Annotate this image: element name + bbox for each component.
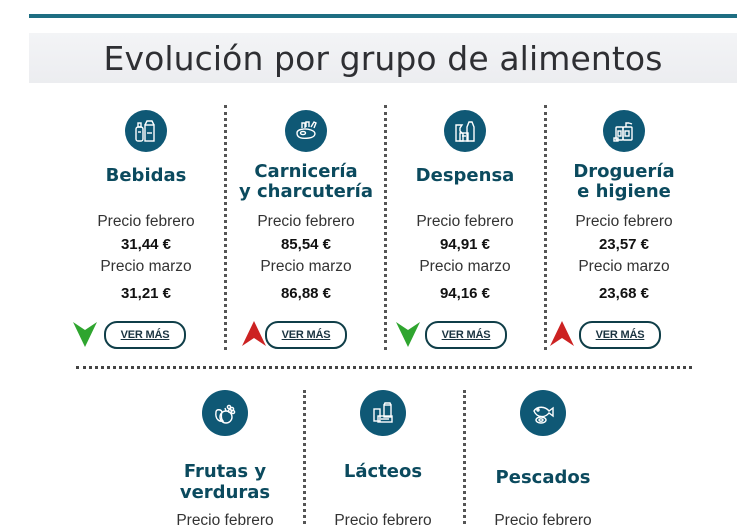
label-price-feb: Precio febrero	[575, 213, 673, 230]
divider	[463, 390, 466, 524]
category-name: Pescados	[495, 467, 591, 488]
toiletries-icon	[603, 110, 645, 152]
price-feb: 31,44 €	[120, 236, 172, 253]
category-name: Despensa	[415, 165, 515, 186]
price-feb: 94,91 €	[439, 236, 491, 253]
label-price-mar: Precio marzo	[419, 258, 511, 275]
divider	[303, 390, 306, 524]
ver-mas-button[interactable]: VER MÁS	[579, 321, 661, 349]
fish-icon	[520, 390, 566, 436]
trend-down-icon	[73, 322, 97, 347]
pantry-icon	[444, 110, 486, 152]
label-price-feb: Precio febrero	[334, 512, 432, 529]
label-price-mar: Precio marzo	[578, 258, 670, 275]
ver-mas-button[interactable]: VER MÁS	[104, 321, 186, 349]
category-name: Droguería	[573, 161, 675, 182]
label-price-feb: Precio febrero	[176, 512, 274, 529]
ver-mas-button[interactable]: VER MÁS	[265, 321, 347, 349]
category-name: Frutas y	[183, 461, 267, 482]
row-divider	[76, 366, 692, 369]
beverages-icon	[125, 110, 167, 152]
category-name: Lácteos	[343, 461, 423, 482]
trend-down-icon	[396, 322, 420, 347]
trend-up-icon	[242, 321, 266, 346]
price-feb: 23,57 €	[598, 236, 650, 253]
label-price-mar: Precio marzo	[260, 258, 352, 275]
price-mar: 94,16 €	[439, 285, 491, 302]
title-band: Evolución por grupo de alimentos	[29, 33, 737, 83]
category-name-line2: e higiene	[577, 181, 671, 202]
price-feb: 85,54 €	[280, 236, 332, 253]
meat-icon	[285, 110, 327, 152]
trend-up-icon	[550, 321, 574, 346]
label-price-feb: Precio febrero	[97, 213, 195, 230]
category-name: Carnicería	[254, 161, 358, 182]
divider	[544, 105, 547, 350]
label-price-feb: Precio febrero	[416, 213, 514, 230]
price-mar: 86,88 €	[280, 285, 332, 302]
category-name-line2: verduras	[179, 482, 271, 503]
label-price-feb: Precio febrero	[494, 512, 592, 529]
fruits-icon	[202, 390, 248, 436]
category-name-line2: y charcutería	[239, 181, 373, 202]
top-accent-rule	[29, 14, 737, 18]
price-mar: 31,21 €	[120, 285, 172, 302]
label-price-feb: Precio febrero	[257, 213, 355, 230]
price-mar: 23,68 €	[598, 285, 650, 302]
divider	[384, 105, 387, 350]
page-title: Evolución por grupo de alimentos	[103, 38, 663, 78]
label-price-mar: Precio marzo	[100, 258, 192, 275]
ver-mas-button[interactable]: VER MÁS	[425, 321, 507, 349]
category-name: Bebidas	[105, 165, 187, 186]
divider	[224, 105, 227, 350]
dairy-icon	[360, 390, 406, 436]
